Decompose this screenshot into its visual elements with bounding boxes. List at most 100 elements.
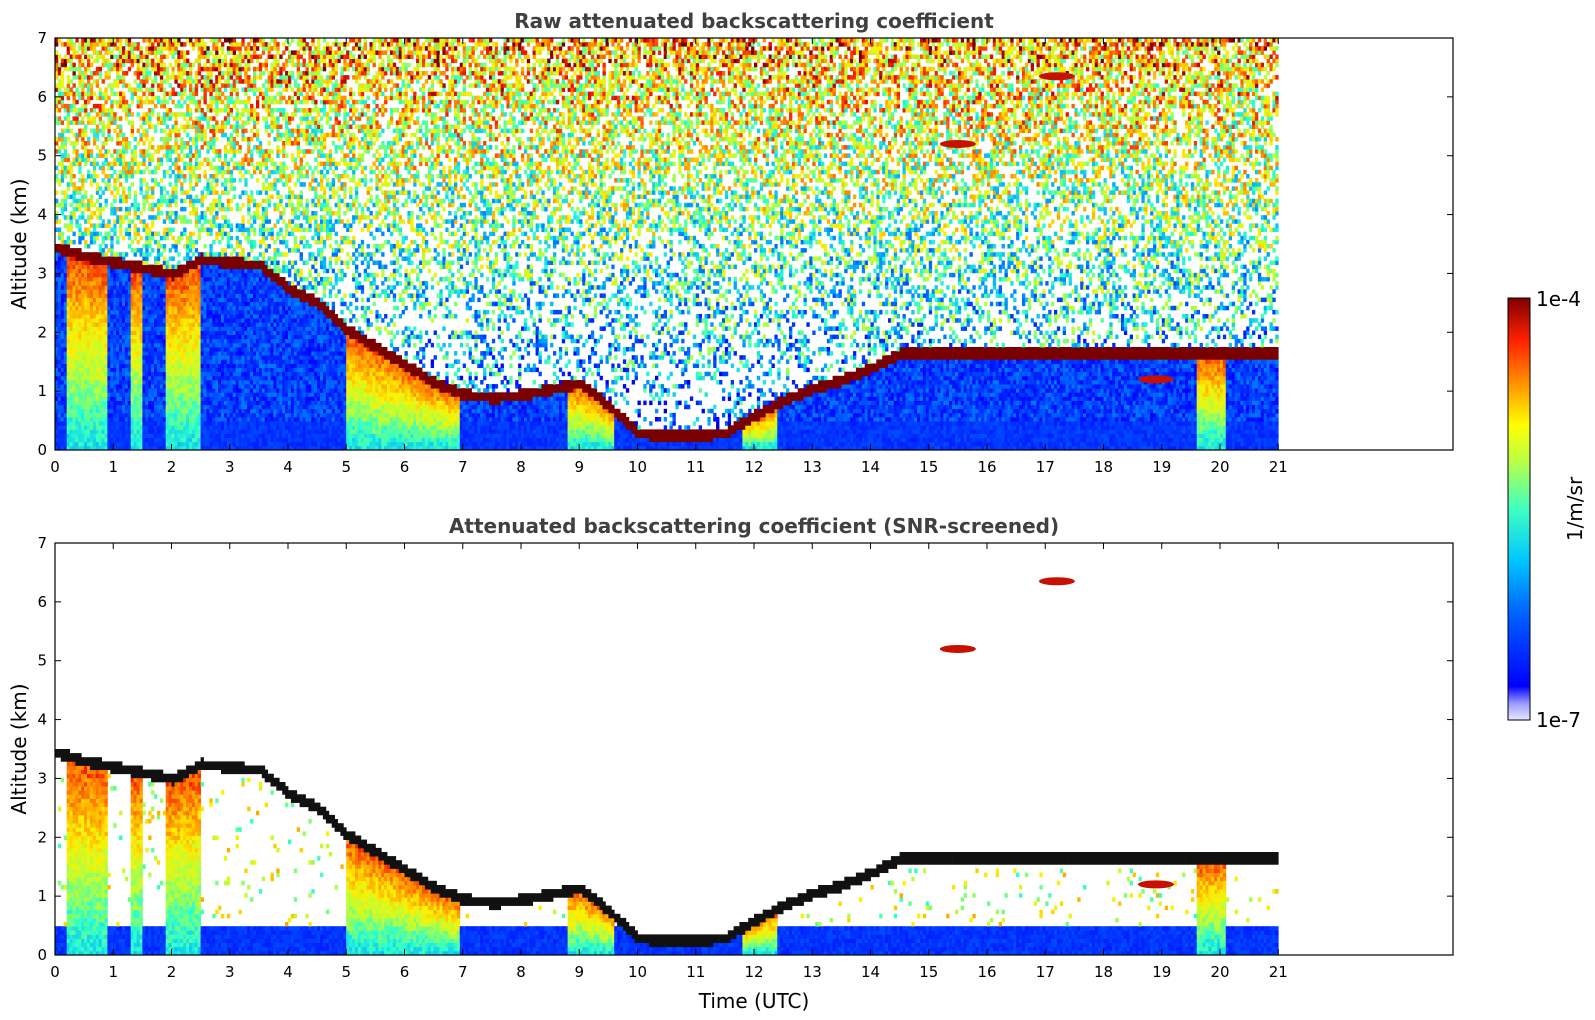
heatmap-cell [89, 330, 94, 336]
heatmap-cell [215, 322, 219, 327]
heatmap-cell [142, 293, 146, 298]
heatmap-cell [142, 120, 146, 125]
heatmap-cell [180, 219, 184, 224]
heatmap-cell [127, 38, 132, 43]
heatmap-cell [209, 277, 213, 282]
heatmap-cell [189, 384, 193, 389]
heatmap-cell [89, 153, 94, 158]
heatmap-cell [101, 38, 105, 43]
heatmap-cell [191, 334, 196, 340]
heatmap-cell [177, 425, 181, 430]
heatmap-cell [127, 108, 132, 113]
heatmap-cell [113, 359, 117, 364]
heatmap-cell [174, 375, 178, 381]
heatmap-cell [63, 347, 68, 352]
heatmap-cell [203, 272, 207, 278]
heatmap-cell [159, 71, 164, 76]
heatmap-cell [89, 314, 94, 319]
heatmap-cell [200, 136, 204, 142]
heatmap-cell [92, 322, 97, 327]
heatmap-cell [101, 58, 105, 64]
heatmap-cell [238, 363, 242, 369]
heatmap-cell [183, 322, 187, 327]
heatmap-cell [189, 392, 193, 397]
heatmap-cell [151, 425, 155, 430]
heatmap-cell [57, 421, 62, 426]
heatmap-cell [174, 182, 178, 187]
heatmap-cell [130, 367, 135, 373]
heatmap-cell [69, 437, 73, 443]
heatmap-cell [235, 281, 239, 286]
heatmap-cell [136, 103, 140, 109]
heatmap-cell [218, 206, 222, 212]
heatmap-cell [122, 219, 126, 224]
heatmap-cell [238, 116, 242, 121]
heatmap-cell [57, 289, 62, 294]
heatmap-cell [60, 429, 65, 434]
heatmap-cell [203, 268, 207, 274]
heatmap-cell [223, 79, 228, 84]
heatmap-cell [232, 260, 237, 266]
heatmap-cell [78, 198, 82, 204]
heatmap-cell [174, 347, 178, 352]
heatmap-cell [223, 363, 228, 369]
heatmap-cell [116, 351, 120, 356]
heatmap-cell [218, 285, 222, 290]
heatmap-cell [148, 334, 152, 340]
heatmap-cell [186, 359, 190, 364]
heatmap-cell [232, 136, 237, 142]
heatmap-cell [78, 264, 82, 270]
heatmap-cell [84, 293, 88, 298]
heatmap-cell [55, 351, 59, 356]
heatmap-cell [110, 412, 114, 418]
heatmap-cell [194, 445, 199, 450]
heatmap-cell [183, 190, 187, 195]
heatmap-cell [81, 417, 85, 422]
heatmap-cell [133, 359, 137, 364]
heatmap-cell [63, 437, 68, 443]
heatmap-cell [104, 334, 108, 340]
heatmap-cell [119, 149, 123, 154]
heatmap-cell [197, 103, 202, 109]
heatmap-cell [124, 277, 129, 282]
heatmap-cell [133, 338, 137, 344]
heatmap-cell [110, 421, 114, 426]
heatmap-cell [232, 305, 237, 311]
heatmap-cell [55, 437, 59, 443]
heatmap-cell [145, 71, 149, 76]
heatmap-cell [215, 165, 219, 171]
heatmap-cell [218, 252, 222, 257]
heatmap-cell [60, 437, 65, 443]
heatmap-cell [75, 186, 79, 191]
heatmap-cell [186, 161, 190, 167]
heatmap-cell [130, 165, 135, 171]
heatmap-cell [133, 322, 137, 327]
heatmap-cell [177, 169, 181, 175]
heatmap-cell [107, 83, 111, 88]
heatmap-cell [200, 132, 204, 138]
heatmap-cell [156, 289, 161, 294]
heatmap-cell [124, 437, 129, 443]
heatmap-cell [238, 347, 242, 352]
heatmap-cell [177, 305, 181, 311]
heatmap-cell [189, 198, 193, 204]
heatmap-cell [139, 87, 143, 92]
heatmap-cell [127, 293, 132, 298]
heatmap-cell [81, 404, 85, 410]
heatmap-cell [89, 128, 94, 134]
heatmap-cell [180, 437, 184, 443]
heatmap-cell [215, 404, 219, 410]
heatmap-cell [119, 347, 123, 352]
heatmap-cell [180, 314, 184, 319]
heatmap-cell [165, 322, 170, 327]
heatmap-cell [136, 75, 140, 80]
heatmap-cell [212, 95, 216, 101]
heatmap-cell [87, 153, 91, 158]
heatmap-cell [124, 429, 129, 434]
heatmap-cell [124, 103, 129, 109]
heatmap-cell [232, 248, 237, 253]
heatmap-cell [200, 375, 204, 381]
heatmap-cell [127, 305, 132, 311]
heatmap-cell [66, 277, 71, 282]
heatmap-cell [200, 417, 204, 422]
